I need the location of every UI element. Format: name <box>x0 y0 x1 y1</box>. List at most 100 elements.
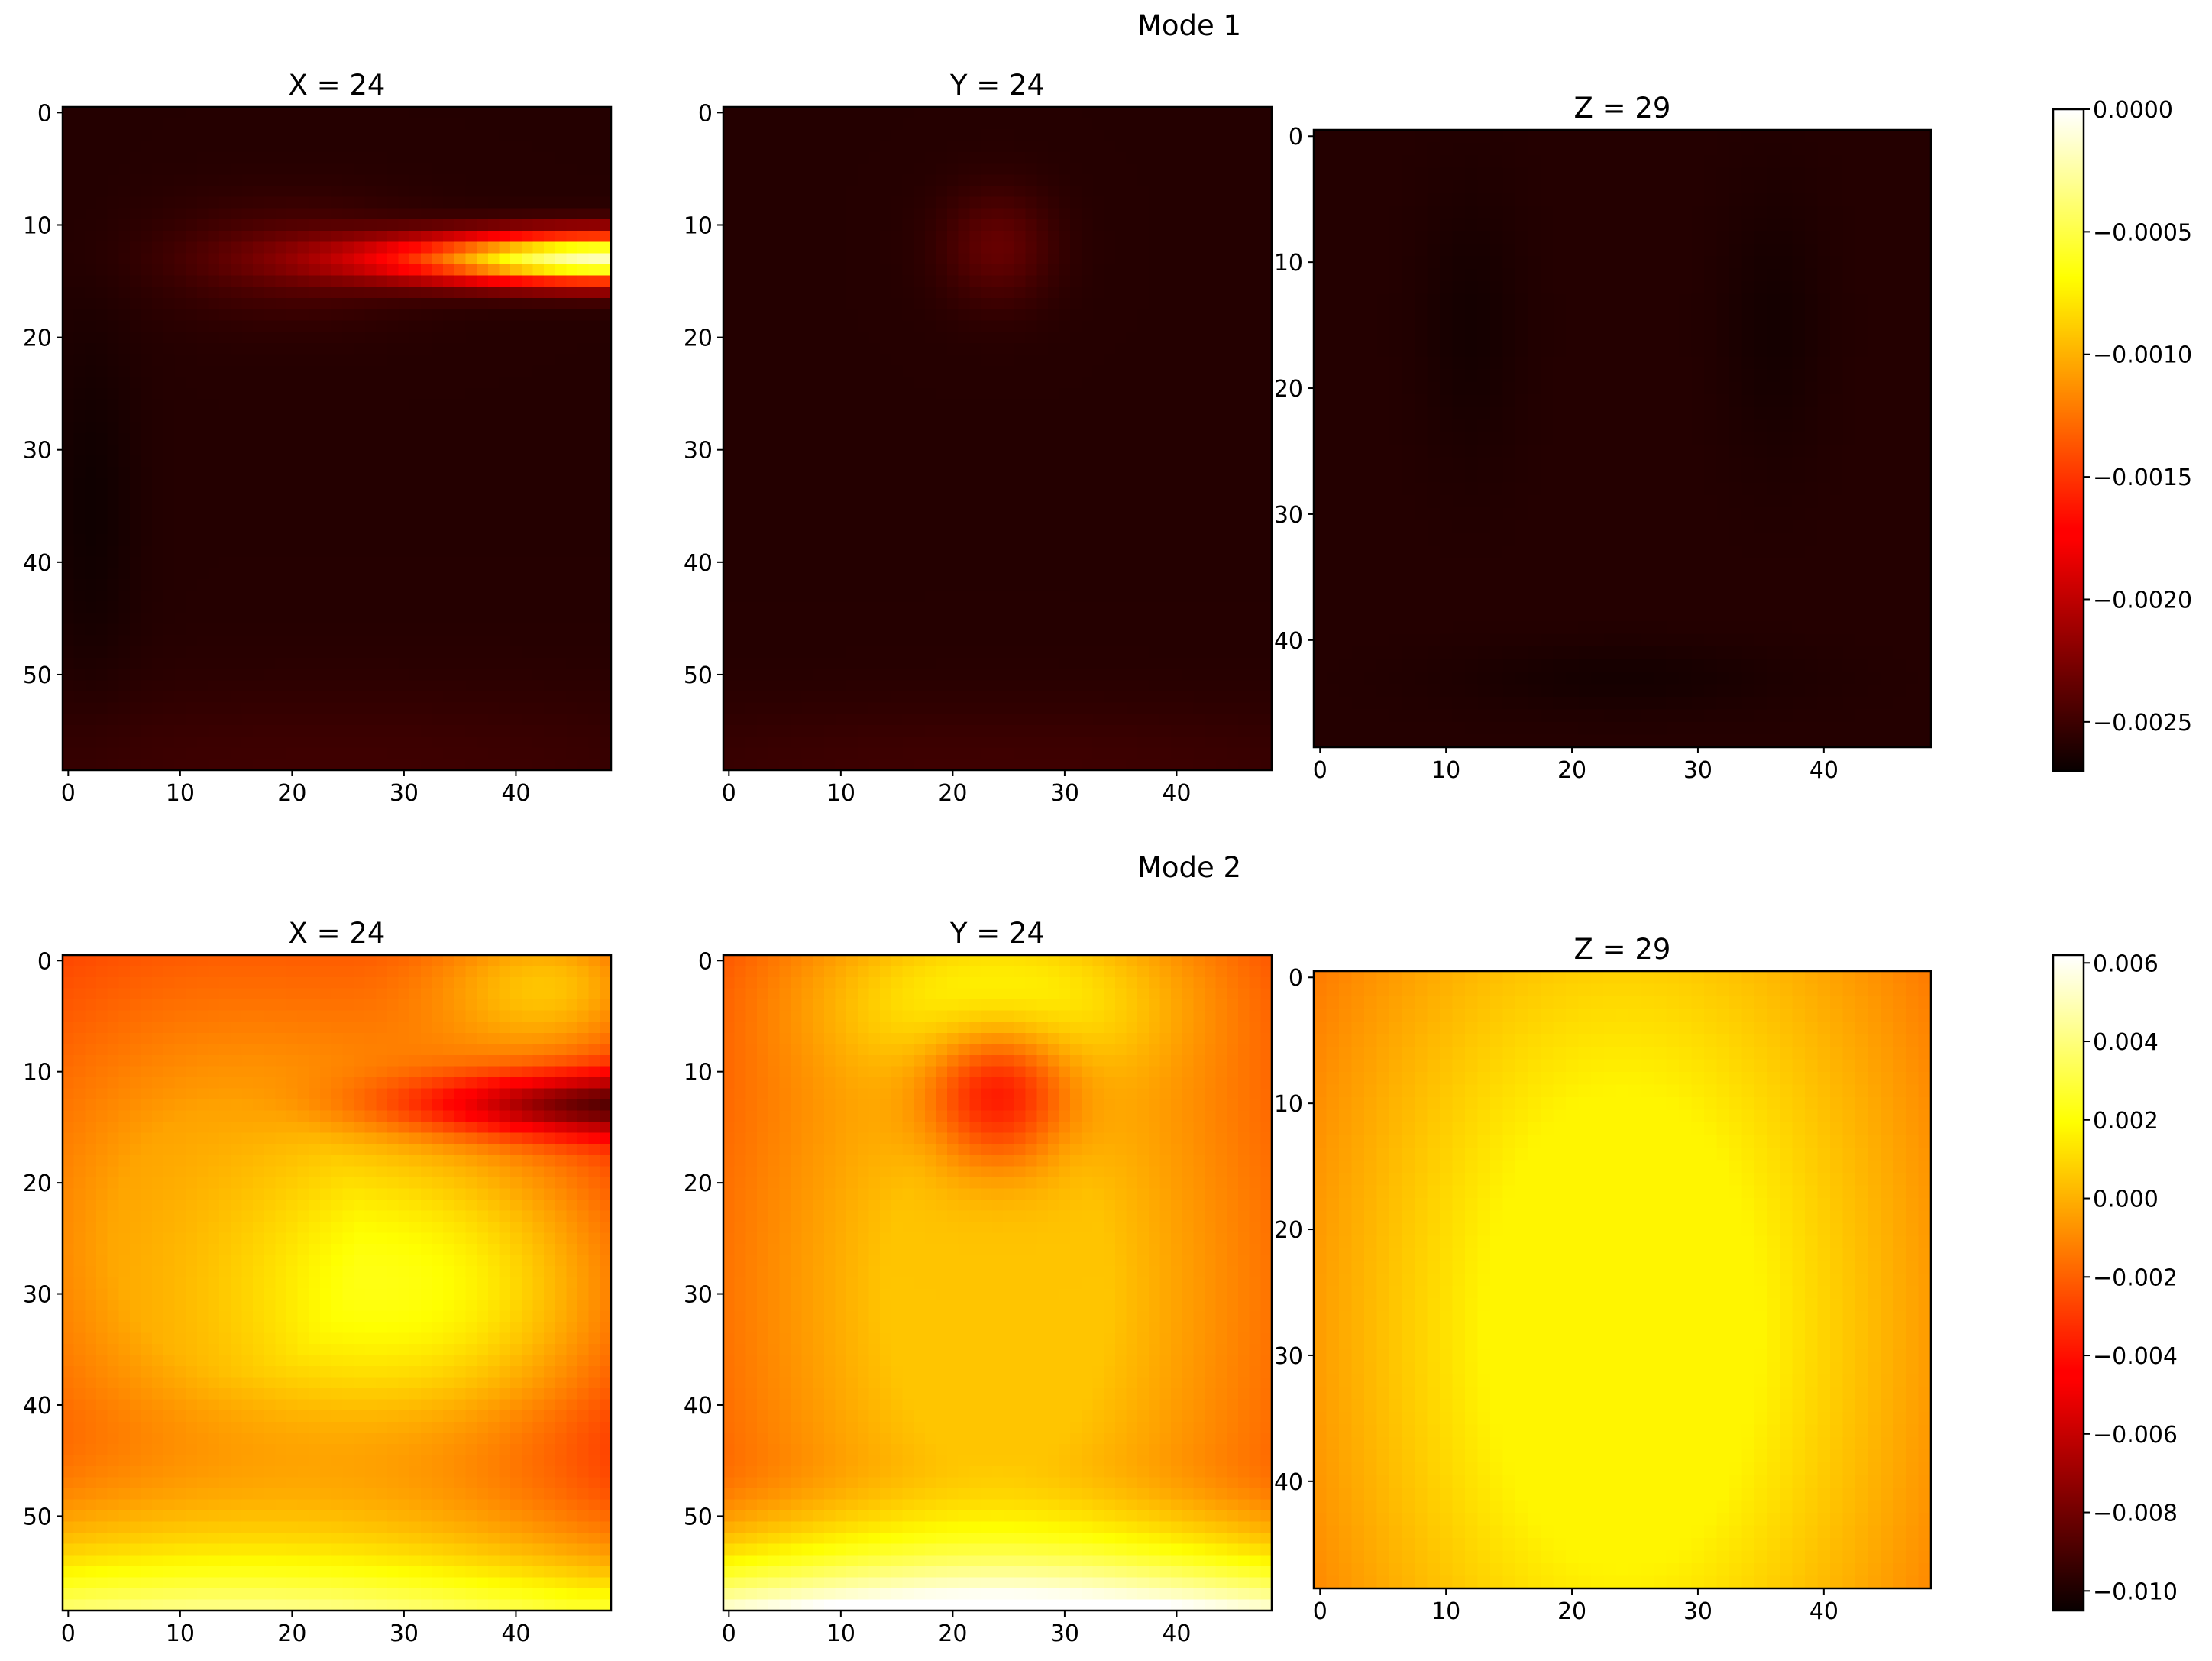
y-tick-label: 50 <box>684 662 713 689</box>
colorbar-tick-label: 0.002 <box>2093 1108 2159 1135</box>
colorbar-tick-label: −0.006 <box>2093 1422 2178 1449</box>
heatmap-image <box>723 955 1272 1611</box>
x-tick-label: 30 <box>1683 1598 1712 1625</box>
axes-frame <box>1312 970 1932 1590</box>
colorbar-tick-label: −0.0025 <box>2093 710 2192 737</box>
colorbar-tick-label: −0.010 <box>2093 1578 2178 1605</box>
x-tick-label: 30 <box>390 780 419 807</box>
y-tick-label: 10 <box>1274 1091 1303 1118</box>
y-tick-label: 0 <box>37 100 52 127</box>
y-tick-label: 50 <box>684 1504 713 1530</box>
heatmap-image <box>723 107 1272 770</box>
x-tick-label: 0 <box>722 1621 736 1647</box>
axes-frame <box>722 105 1273 772</box>
y-tick-label: 20 <box>684 325 713 352</box>
x-tick-label: 20 <box>938 1621 967 1647</box>
colorbar-tick-label: 0.0000 <box>2093 97 2173 124</box>
y-tick-label: 30 <box>684 1282 713 1309</box>
y-tick-label: 40 <box>23 1393 52 1420</box>
x-tick-label: 10 <box>826 1621 855 1647</box>
colorbar-tick-label: −0.0015 <box>2093 465 2192 491</box>
x-tick-label: 40 <box>1809 1598 1838 1625</box>
panel-title: Y = 24 <box>949 69 1045 102</box>
x-tick-label: 10 <box>826 780 855 807</box>
y-tick-label: 0 <box>698 100 713 127</box>
x-tick-label: 40 <box>1809 757 1838 784</box>
y-tick-label: 10 <box>23 212 52 239</box>
mode-figure-1: Mode 1 X = 24 0 10 20 30 40 0 10 20 30 40 50 Y = 24 0 1… <box>23 9 2192 807</box>
colorbar-frame <box>2052 954 2085 1612</box>
colorbar: −0.0025 −0.0020 −0.0015 −0.0010 −0.0005 0.000… <box>2052 97 2192 772</box>
colorbar-tick-label: −0.0010 <box>2093 342 2192 369</box>
heatmap-image <box>1314 971 1931 1588</box>
x-tick-label: 20 <box>277 1621 306 1647</box>
heatmap-panel: Y = 24 0 10 20 30 40 0 10 20 30 40 50 <box>684 917 1273 1647</box>
colorbar-tick-label: −0.004 <box>2093 1343 2178 1370</box>
colorbar-gradient <box>2053 955 2084 1611</box>
y-tick-label: 20 <box>684 1170 713 1197</box>
y-tick-label: 30 <box>23 438 52 465</box>
colorbar-tick-label: −0.002 <box>2093 1264 2178 1291</box>
x-tick-label: 10 <box>1431 1598 1460 1625</box>
x-tick-label: 40 <box>501 780 530 807</box>
y-tick-label: 50 <box>23 662 52 689</box>
x-tick-label: 40 <box>501 1621 530 1647</box>
x-tick-label: 20 <box>1557 1598 1586 1625</box>
heatmap-panel: X = 24 0 10 20 30 40 0 10 20 30 40 50 <box>23 917 613 1647</box>
heatmap-panel: Y = 24 0 10 20 30 40 0 10 20 30 40 50 <box>684 69 1273 807</box>
x-tick-label: 30 <box>1050 780 1079 807</box>
mode-figure-2: Mode 2 X = 24 0 10 20 30 40 0 10 20 30 40 50 Y = 24 0 1… <box>23 851 2178 1647</box>
heatmap-panel: Z = 29 0 10 20 30 40 0 10 20 30 40 <box>1274 92 1932 784</box>
axes-frame <box>1312 128 1932 749</box>
y-tick-label: 40 <box>1274 1469 1303 1496</box>
panel-title: X = 24 <box>289 69 386 102</box>
y-tick-label: 20 <box>23 325 52 352</box>
y-tick-label: 0 <box>1289 965 1303 992</box>
x-tick-label: 20 <box>1557 757 1586 784</box>
axes-frame <box>61 954 613 1612</box>
heatmap-panel: Z = 29 0 10 20 30 40 0 10 20 30 40 <box>1274 933 1932 1625</box>
x-tick-label: 30 <box>1050 1621 1079 1647</box>
y-tick-label: 30 <box>1274 1343 1303 1370</box>
x-tick-label: 0 <box>1313 757 1328 784</box>
x-tick-label: 10 <box>166 1621 195 1647</box>
y-tick-label: 30 <box>684 438 713 465</box>
colorbar-gradient <box>2053 109 2084 771</box>
colorbar-frame <box>2052 108 2085 772</box>
heatmap-image <box>1314 130 1931 747</box>
y-tick-label: 40 <box>684 1393 713 1420</box>
y-tick-label: 40 <box>23 550 52 577</box>
colorbar-tick-label: 0.000 <box>2093 1187 2159 1213</box>
x-tick-label: 0 <box>1313 1598 1328 1625</box>
mode-title: Mode 2 <box>1137 851 1241 884</box>
x-tick-label: 20 <box>277 780 306 807</box>
heatmap-image <box>63 955 611 1611</box>
x-tick-label: 0 <box>61 1621 76 1647</box>
y-tick-label: 50 <box>23 1504 52 1530</box>
y-tick-label: 0 <box>1289 124 1303 151</box>
colorbar-tick-label: −0.0020 <box>2093 587 2192 614</box>
y-tick-label: 20 <box>23 1170 52 1197</box>
x-tick-label: 0 <box>61 780 76 807</box>
y-tick-label: 40 <box>1274 628 1303 655</box>
y-tick-label: 10 <box>23 1060 52 1086</box>
y-tick-label: 40 <box>684 550 713 577</box>
colorbar: −0.010 −0.008 −0.006 −0.004 −0.002 0.000 0.002… <box>2052 950 2178 1612</box>
heatmap-image <box>63 107 611 770</box>
axes-frame <box>722 954 1273 1612</box>
y-tick-label: 10 <box>1274 250 1303 277</box>
x-tick-label: 40 <box>1162 1621 1191 1647</box>
panel-title: Z = 29 <box>1574 933 1671 966</box>
x-tick-label: 20 <box>938 780 967 807</box>
mode-title: Mode 1 <box>1137 9 1241 42</box>
y-tick-label: 20 <box>1274 376 1303 403</box>
colorbar-tick-label: 0.004 <box>2093 1029 2159 1056</box>
x-tick-label: 30 <box>1683 757 1712 784</box>
y-tick-label: 30 <box>1274 502 1303 529</box>
colorbar-tick-label: −0.0005 <box>2093 219 2192 246</box>
y-tick-label: 10 <box>684 1060 713 1086</box>
x-tick-label: 0 <box>722 780 736 807</box>
x-tick-label: 30 <box>390 1621 419 1647</box>
y-tick-label: 30 <box>23 1282 52 1309</box>
